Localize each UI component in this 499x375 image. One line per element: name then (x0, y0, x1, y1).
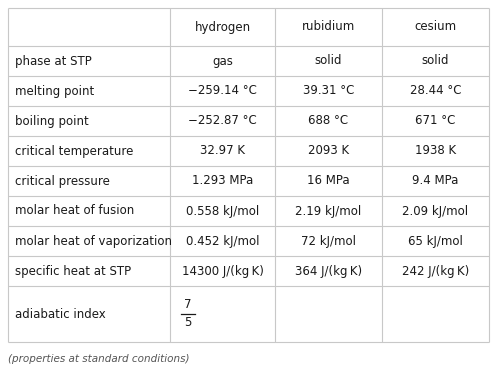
Text: 32.97 K: 32.97 K (200, 144, 245, 158)
Text: 72 kJ/mol: 72 kJ/mol (301, 234, 356, 248)
Text: 671 °C: 671 °C (415, 114, 456, 128)
Text: 65 kJ/mol: 65 kJ/mol (408, 234, 463, 248)
Text: solid: solid (315, 54, 342, 68)
Text: rubidium: rubidium (302, 21, 355, 33)
Text: 2.19 kJ/mol: 2.19 kJ/mol (295, 204, 362, 218)
Text: critical pressure: critical pressure (15, 174, 110, 188)
Text: solid: solid (422, 54, 449, 68)
Text: phase at STP: phase at STP (15, 54, 92, 68)
Text: 2.09 kJ/mol: 2.09 kJ/mol (402, 204, 469, 218)
Text: critical temperature: critical temperature (15, 144, 133, 158)
Text: molar heat of fusion: molar heat of fusion (15, 204, 134, 218)
Text: 9.4 MPa: 9.4 MPa (412, 174, 459, 188)
Text: −252.87 °C: −252.87 °C (188, 114, 257, 128)
Text: 0.558 kJ/mol: 0.558 kJ/mol (186, 204, 259, 218)
Text: 5: 5 (184, 316, 192, 330)
Text: cesium: cesium (415, 21, 457, 33)
Text: adiabatic index: adiabatic index (15, 308, 106, 321)
Text: 688 °C: 688 °C (308, 114, 349, 128)
Text: 242 J/(kg K): 242 J/(kg K) (402, 264, 469, 278)
Text: 2093 K: 2093 K (308, 144, 349, 158)
Text: 39.31 °C: 39.31 °C (303, 84, 354, 98)
Text: molar heat of vaporization: molar heat of vaporization (15, 234, 172, 248)
Text: 16 MPa: 16 MPa (307, 174, 350, 188)
Text: 1.293 MPa: 1.293 MPa (192, 174, 253, 188)
Text: boiling point: boiling point (15, 114, 89, 128)
Text: (properties at standard conditions): (properties at standard conditions) (8, 354, 190, 364)
Text: hydrogen: hydrogen (195, 21, 250, 33)
Text: 14300 J/(kg K): 14300 J/(kg K) (182, 264, 263, 278)
Text: melting point: melting point (15, 84, 94, 98)
Text: 28.44 °C: 28.44 °C (410, 84, 461, 98)
Text: gas: gas (212, 54, 233, 68)
Text: 1938 K: 1938 K (415, 144, 456, 158)
Text: 7: 7 (184, 298, 192, 312)
Text: −259.14 °C: −259.14 °C (188, 84, 257, 98)
Text: 364 J/(kg K): 364 J/(kg K) (295, 264, 362, 278)
Text: specific heat at STP: specific heat at STP (15, 264, 131, 278)
Text: 0.452 kJ/mol: 0.452 kJ/mol (186, 234, 259, 248)
